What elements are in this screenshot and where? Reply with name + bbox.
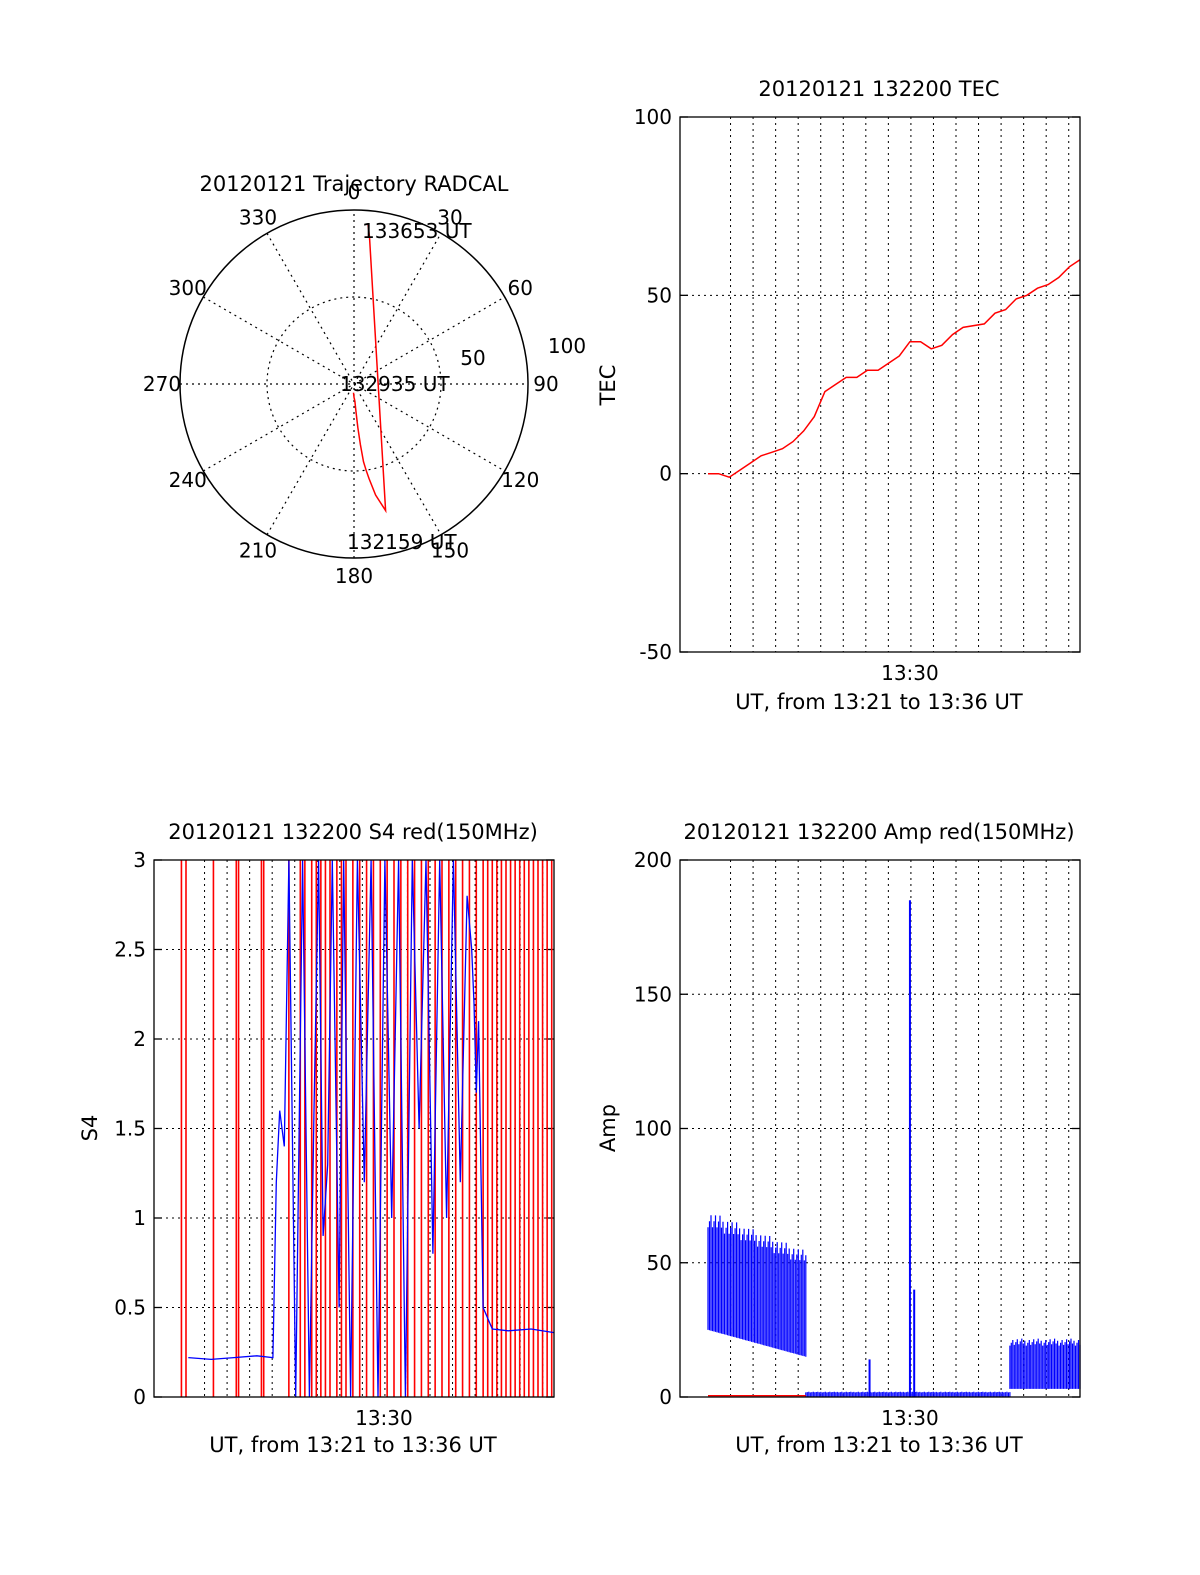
tec-y-axis-label: TEC [596,365,620,407]
tec-y-tick-labels: 100 50 0 -50 [634,105,672,664]
track-mid-label: 132935 UT [340,372,450,396]
polar-angle-label-0: 0 [348,180,361,204]
s4-x-tick-label: 13:30 [355,1406,413,1430]
tec-y-tick-label: 50 [647,283,672,307]
polar-inner-circle [266,296,442,472]
polar-angle-label-30: 30 [437,206,462,230]
s4-y-tick-labels: 3 2.5 2 1.5 1 0.5 0 [114,848,146,1409]
s4-panel: 20120121 132200 S4 red(150MHz) 3 2.5 2 1.5 1… [78,820,555,1457]
tec-plot-frame [679,116,1081,653]
tec-series-line [708,259,1081,479]
radial-label-100: 100 [548,334,586,358]
amp-x-axis-label: UT, from 13:21 to 13:36 UT [735,1433,1023,1457]
s4-y-axis-label: S4 [78,1115,102,1142]
polar-angle-label-300: 300 [169,276,207,300]
polar-angle-label-270: 270 [143,372,181,396]
polar-spoke-150 [266,233,442,535]
s4-plot-frame [153,859,555,1398]
amp-y-tick-labels: 200 150 100 50 0 [634,848,672,1409]
amp-y-tick-label: 200 [634,848,672,872]
track-start-label: 132159 UT [347,530,457,554]
s4-y-tick-label: 2 [133,1027,146,1051]
trajectory-track [352,224,387,514]
amp-y-tick-label: 0 [659,1385,672,1409]
s4-y-tick-label: 3 [133,848,146,872]
tec-y-tick-label: 100 [634,105,672,129]
trajectory-panel: 20120121 Trajectory RADCAL 0 30 60 90 120 150… [143,172,586,588]
polar-angle-label-90: 90 [533,372,558,396]
amp-blue-segment-2 [1009,1338,1081,1389]
amp-y-tick-label: 150 [634,982,672,1006]
s4-x-axis-label: UT, from 13:21 to 13:36 UT [209,1433,497,1457]
s4-red-spikes [180,860,553,1397]
radial-label-50: 50 [460,346,485,370]
amp-y-tick-label: 100 [634,1117,672,1141]
polar-grid [179,209,529,559]
tec-x-axis-label: UT, from 13:21 to 13:36 UT [735,690,1023,714]
polar-angle-label-180: 180 [335,564,373,588]
polar-angle-label-330: 330 [239,206,277,230]
polar-angle-label-210: 210 [239,538,277,562]
s4-y-tick-label: 1.5 [114,1117,146,1141]
polar-angle-label-240: 240 [169,468,207,492]
amp-panel: 20120121 132200 Amp red(150MHz) 200 150 10… [596,820,1081,1457]
s4-x-tick-labels: 13:30 [355,1406,413,1430]
tec-grid [680,116,1080,653]
polar-angle-label-150: 150 [431,538,469,562]
amp-title: 20120121 132200 Amp red(150MHz) [683,820,1074,844]
tec-x-tick-label: 13:30 [881,661,939,685]
s4-y-tick-label: 2.5 [114,938,146,962]
polar-angle-label-60: 60 [508,276,533,300]
amp-blue-segment-0 [707,1215,807,1357]
polar-angle-label-120: 120 [501,468,539,492]
amp-plot-frame [679,859,1081,1398]
amp-x-tick-label: 13:30 [881,1406,939,1430]
s4-title: 20120121 132200 S4 red(150MHz) [168,820,538,844]
amp-blue-segment-1 [805,1391,1011,1397]
tec-y-tick-label: 0 [659,462,672,486]
tec-y-tick-label: -50 [639,640,672,664]
track-end-label: 133653 UT [362,219,472,243]
s4-y-tick-label: 0 [133,1385,146,1409]
s4-y-tick-label: 0.5 [114,1296,146,1320]
s4-blue-series [188,859,555,1398]
polar-angle-labels: 0 30 60 90 120 150 180 210 240 270 300 330 [143,180,559,588]
s4-y-tick-label: 1 [133,1206,146,1230]
amp-y-tick-label: 50 [647,1251,672,1275]
trajectory-title: 20120121 Trajectory RADCAL [200,172,509,196]
amp-x-tick-labels: 13:30 [881,1406,939,1430]
amp-blue-series [707,900,1081,1397]
tec-title: 20120121 132200 TEC [758,77,999,101]
amp-y-axis-label: Amp [596,1104,620,1152]
tec-x-tick-labels: 13:30 [881,661,939,685]
